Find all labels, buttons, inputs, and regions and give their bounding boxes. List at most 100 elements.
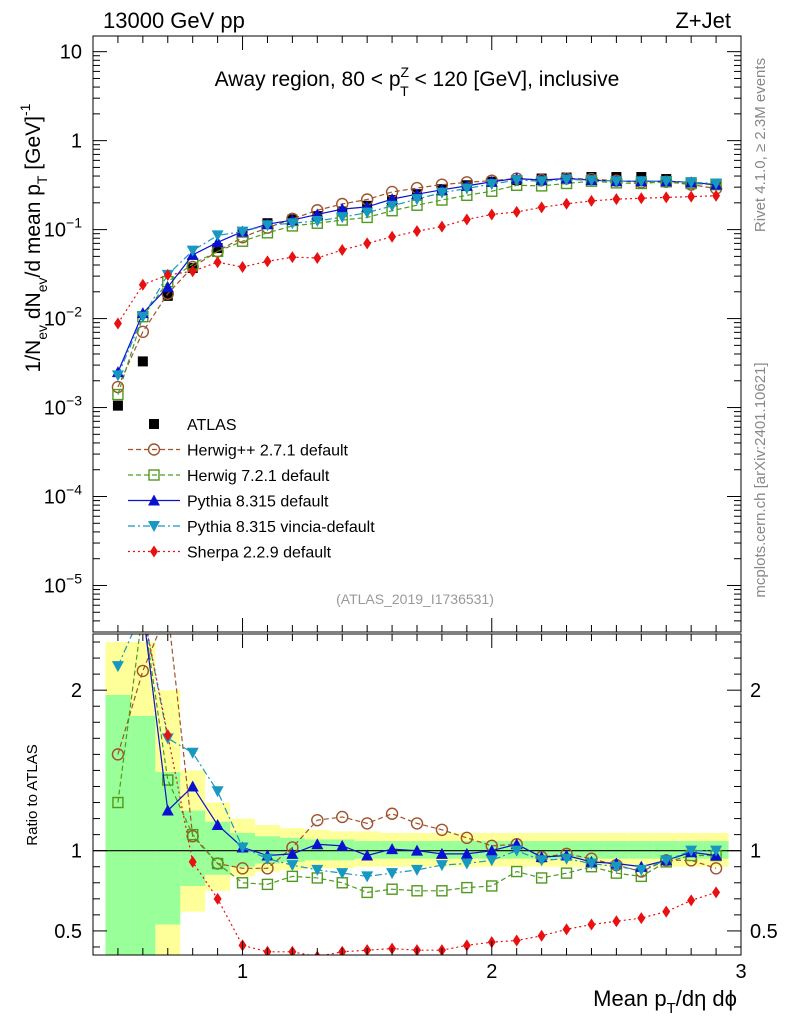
ratio-ytick-label-right: 2 (750, 680, 761, 702)
ratio-point-sherpa-2-2-9-default (537, 929, 546, 942)
ratio-point-sherpa-2-2-9-default (637, 912, 646, 925)
legend-marker-atlas (149, 419, 159, 429)
ratio-point-pythia-8-315-vincia-default (211, 786, 224, 798)
rivet-version-label: Rivet 4.1.0, ≥ 2.3M events (752, 58, 769, 232)
main-point-sherpa-2-2-9-default (537, 201, 546, 214)
ratio-point-sherpa-2-2-9-default (139, 604, 147, 616)
legend-label-atlas: ATLAS (187, 417, 237, 434)
main-ytick-label: 10−5 (44, 570, 82, 597)
main-point-sherpa-2-2-9-default (487, 208, 496, 221)
ratio-point-pythia-8-315-default (137, 604, 149, 615)
ratio-band-inner (603, 841, 629, 859)
ratio-xtick-label: 3 (735, 961, 746, 983)
main-ytick-label: 10 (60, 42, 82, 64)
main-point-pythia-8-315-vincia-default (336, 212, 349, 224)
ratio-point-pythia-8-315-vincia-default (361, 871, 374, 883)
main-point-herwig-2-7-1-default (111, 380, 125, 394)
header-left-label: 13000 GeV pp (103, 8, 245, 33)
main-point-pythia-8-315-vincia-default (635, 176, 648, 188)
ratio-band-inner (155, 772, 181, 925)
mcplots-label: mcplots.cern.ch [arXiv:2401.10621] (752, 362, 769, 597)
ratio-point-herwig-2-7-1-default (236, 862, 249, 875)
ratio-point-herwig-2-7-1-default (460, 831, 474, 845)
ratio-point-herwig-7-2-1-default (138, 605, 148, 615)
main-point-pythia-8-315-default (211, 236, 224, 248)
main-point-pythia-8-315-vincia-default (236, 226, 249, 238)
main-point-pythia-8-315-vincia-default (660, 176, 673, 188)
main-point-sherpa-2-2-9-default (388, 230, 397, 243)
main-point-pythia-8-315-vincia-default (535, 176, 548, 188)
main-point-sherpa-2-2-9-default (288, 251, 297, 264)
ratio-point-sherpa-2-2-9-default (512, 934, 521, 947)
ratio-point-herwig-7-2-1-default (560, 867, 573, 879)
legend-marker-sherpa-2-2-9-default (150, 545, 158, 558)
main-point-pythia-8-315-vincia-default (136, 311, 149, 323)
ratio-point-pythia-8-315-default (411, 844, 423, 856)
ratio-point-pythia-8-315-default (460, 847, 473, 859)
ratio-point-pythia-8-315-vincia-default (286, 860, 299, 872)
main-point-sherpa-2-2-9-default (363, 237, 372, 250)
main-title: Away region, 80 < pZ T < 120 [GeV], inclu… (215, 64, 620, 99)
legend-label-sherpa-2-2-9-default: Sherpa 2.2.9 default (187, 545, 332, 562)
main-point-pythia-8-315-vincia-default (211, 230, 224, 242)
ratio-point-herwig-2-7-1-default (410, 817, 424, 830)
ratio-point-herwig-7-2-1-default (461, 881, 473, 894)
ratio-point-pythia-8-315-default (161, 804, 174, 816)
ratio-point-pythia-8-315-default (286, 847, 299, 859)
main-point-pythia-8-315-vincia-default (585, 175, 598, 187)
ratio-point-sherpa-2-2-9-default (612, 915, 621, 928)
ratio-point-herwig-2-7-1-default (311, 813, 324, 827)
ratio-point-pythia-8-315-default (435, 847, 448, 859)
main-series-line-pythia-8-315-vincia-default (117, 178, 717, 376)
ratio-point-pythia-8-315-default (186, 780, 199, 792)
ratio-point-pythia-8-315-vincia-default (710, 845, 723, 857)
main-point-sherpa-2-2-9-default (712, 189, 721, 202)
main-series-line-herwig-2-7-1-default (117, 177, 717, 388)
main-point-sherpa-2-2-9-default (113, 317, 122, 330)
main-axes: 1 10 10−1 10−2 10−3 10−4 10−5 (44, 36, 742, 633)
ratio-point-pythia-8-315-vincia-default (111, 661, 124, 673)
ratio-point-herwig-7-2-1-default (436, 885, 448, 897)
ratio-point-sherpa-2-2-9-default (114, 604, 122, 616)
main-ytick-label: 10−3 (44, 393, 82, 420)
main-point-pythia-8-315-vincia-default (510, 175, 523, 187)
main-point-herwig-2-7-1-default (136, 325, 150, 339)
main-frame (92, 35, 742, 633)
ratio-point-herwig-7-2-1-default (510, 865, 523, 878)
ratio-xlabel: Mean pT/dη dϕ (593, 986, 737, 1017)
main-point-pythia-8-315-vincia-default (710, 178, 723, 190)
main-point-sherpa-2-2-9-default (587, 194, 596, 207)
legend-marker-pythia-8-315-default (148, 494, 160, 506)
analysis-watermark: (ATLAS_2019_I1736531) (336, 591, 494, 607)
ratio-band-inner (180, 810, 206, 886)
ratio-point-herwig-7-2-1-default (411, 885, 423, 897)
ratio-ytick-label-left: 2 (71, 680, 82, 702)
ratio-point-pythia-8-315-default (311, 838, 324, 850)
ratio-point-pythia-8-315-vincia-default (460, 858, 473, 870)
ratio-point-herwig-7-2-1-default (361, 886, 373, 899)
ratio-point-pythia-8-315-vincia-default (610, 861, 623, 873)
main-data-layer (111, 172, 723, 411)
ratio-point-pythia-8-315-vincia-default (635, 864, 648, 876)
main-point-pythia-8-315-default (161, 281, 174, 293)
ratio-point-herwig-7-2-1-default (386, 883, 398, 895)
main-ytick-label: 1 (71, 131, 82, 153)
ratio-point-pythia-8-315-vincia-default (585, 858, 598, 870)
main-point-sherpa-2-2-9-default (213, 256, 222, 269)
ratio-point-sherpa-2-2-9-default (687, 894, 696, 907)
main-ytick-label: 10−1 (44, 215, 82, 242)
ratio-point-pythia-8-315-vincia-default (411, 864, 423, 876)
ratio-point-herwig-2-7-1-default (162, 604, 173, 615)
ratio-point-pythia-8-315-default (485, 844, 498, 856)
ratio-point-pythia-8-315-default (386, 843, 399, 855)
ratio-point-herwig-2-7-1-default (111, 748, 125, 761)
ratio-band-inner (628, 841, 654, 859)
ratio-ytick-label-right: 0.5 (750, 921, 778, 943)
ratio-point-herwig-7-2-1-default (186, 828, 199, 841)
main-point-pythia-8-315-vincia-default (361, 207, 374, 219)
ratio-point-herwig-7-2-1-default (286, 870, 299, 883)
ratio-point-pythia-8-315-vincia-default (386, 868, 399, 880)
ratio-point-pythia-8-315-vincia-default (137, 605, 149, 616)
ratio-point-herwig-2-7-1-default (136, 664, 150, 678)
